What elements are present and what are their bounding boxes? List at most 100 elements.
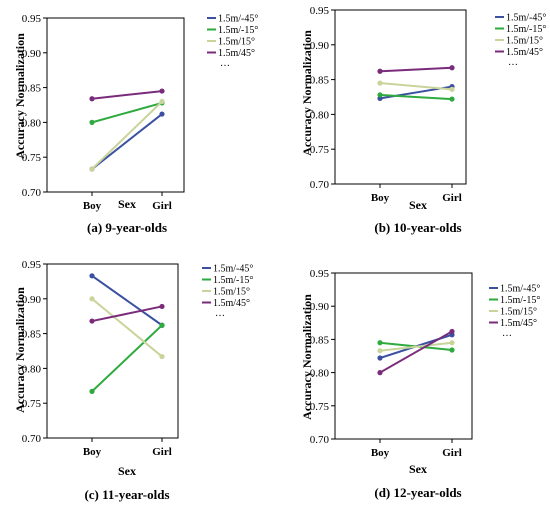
y-tick-label: 0.80 [22,117,42,129]
plot-frame [334,9,467,185]
data-point-3-boy [377,348,383,354]
data-point-4-girl [159,88,165,94]
data-point-1-boy [89,273,95,279]
y-tick-label: 0.85 [310,334,330,346]
data-point-2-boy [89,388,95,394]
y-tick-label: 0.80 [310,109,330,121]
y-tick-label: 0.70 [22,433,42,445]
series-line-4 [379,330,453,374]
data-point-4-boy [377,370,383,376]
data-point-4-boy [377,68,383,74]
plot-frame [334,272,473,440]
y-tick-label: 0.75 [310,144,330,156]
y-tick-label: 0.80 [22,363,42,375]
legend-label-1: 1.5m/-45° [213,264,253,275]
data-point-3-boy [89,166,95,172]
y-axis-title: Accuracy Normalization [300,30,314,156]
series-line-3 [91,298,163,358]
series-line-1 [91,275,163,327]
y-tick-label: 0.95 [22,13,42,25]
data-point-4-boy [89,96,95,102]
legend-label-1: 1.5m/-45° [506,13,546,24]
y-tick-label: 0.80 [310,368,330,380]
y-tick-label: 0.75 [22,398,42,410]
series-line-1 [91,113,163,170]
legend-label-4: 1.5m/45° [500,318,537,329]
y-tick-label: 0.95 [310,5,330,17]
data-point-4-girl [159,303,165,310]
legend-label-4: 1.5m/45° [213,298,250,309]
legend-label-3: 1.5m/15° [218,37,255,48]
series-line-3 [379,341,453,352]
plot-frame [46,263,179,439]
series-line-4 [91,90,163,100]
y-tick-label: 0.95 [310,268,330,280]
legend-more: … [215,308,225,319]
panel-caption: (b) 10-year-olds [374,220,461,235]
legend-label-2: 1.5m/-15° [500,295,540,306]
panel-caption: (d) 12-year-olds [374,485,461,500]
y-tick-label: 0.90 [310,40,330,52]
legend-more: … [502,328,512,339]
plot-frame [46,17,185,193]
data-point-3-boy [377,80,383,86]
legend-label-3: 1.5m/15° [500,307,537,318]
y-tick-label: 0.90 [22,294,42,306]
data-point-4-boy [89,318,95,324]
y-axis-title: Accuracy Normalization [13,287,27,413]
x-axis-title: Sex [118,197,136,211]
series-line-4 [379,66,453,73]
series-line-3 [379,82,453,91]
data-point-3-boy [89,296,95,302]
x-tick-label: Girl [442,192,462,204]
chart-panel-2: 0.70 0.75 0.80 0.85 0.90 0.95 Boy Girl Sex Accura… [300,5,546,235]
panel-caption: (a) 9-year-olds [87,220,167,235]
y-tick-label: 0.85 [22,329,42,341]
chart-panel-1: 0.70 0.75 0.80 0.85 0.90 0.95 Boy Girl Sex Accura… [13,13,258,235]
series-line-2 [91,324,163,393]
data-point-3-girl [159,353,165,360]
x-tick-label: Boy [371,192,390,204]
legend-more: … [508,57,518,68]
y-axis-title: Accuracy Normalization [13,33,27,159]
x-tick-label: Girl [152,446,172,458]
legend-label-3: 1.5m/15° [213,287,250,298]
y-tick-label: 0.75 [310,401,330,413]
data-point-3-girl [449,86,455,92]
x-tick-label: Boy [83,446,102,458]
series-line-2 [379,93,453,101]
legend-label-1: 1.5m/-45° [500,284,540,295]
y-tick-label: 0.70 [310,179,330,191]
data-point-2-boy [377,92,383,98]
series-line-4 [91,305,163,323]
y-tick-label: 0.70 [310,434,330,446]
y-tick-label: 0.90 [22,48,42,60]
series-line-3 [91,100,163,170]
data-point-3-girl [449,340,455,346]
y-axis-title: Accuracy Normalization [300,294,314,420]
y-tick-label: 0.75 [22,152,42,164]
chart-panel-3: 0.70 0.75 0.80 0.85 0.90 0.95 Boy Girl Sex Accura… [13,259,253,502]
data-point-2-girl [449,347,455,353]
y-tick-label: 0.70 [22,187,42,199]
data-point-2-girl [159,322,165,328]
legend-label-1: 1.5m/-45° [218,14,258,25]
x-axis-title: Sex [118,464,136,478]
x-tick-label: Girl [152,200,172,212]
y-tick-label: 0.85 [310,75,330,87]
y-tick-label: 0.95 [22,259,42,271]
legend-label-3: 1.5m/15° [506,36,543,47]
y-tick-label: 0.90 [310,301,330,313]
x-tick-label: Boy [371,447,390,459]
legend-label-4: 1.5m/45° [506,47,543,58]
data-point-2-boy [89,119,95,125]
legend-more: … [220,58,230,69]
chart-panel-4: 0.70 0.75 0.80 0.85 0.90 0.95 Boy Girl Sex Accura… [300,268,540,500]
y-tick-label: 0.85 [22,83,42,95]
panel-caption: (c) 11-year-olds [84,487,169,502]
legend-label-2: 1.5m/-15° [506,24,546,35]
data-point-3-girl [159,98,165,105]
data-point-4-girl [449,328,455,335]
x-tick-label: Girl [442,447,462,459]
